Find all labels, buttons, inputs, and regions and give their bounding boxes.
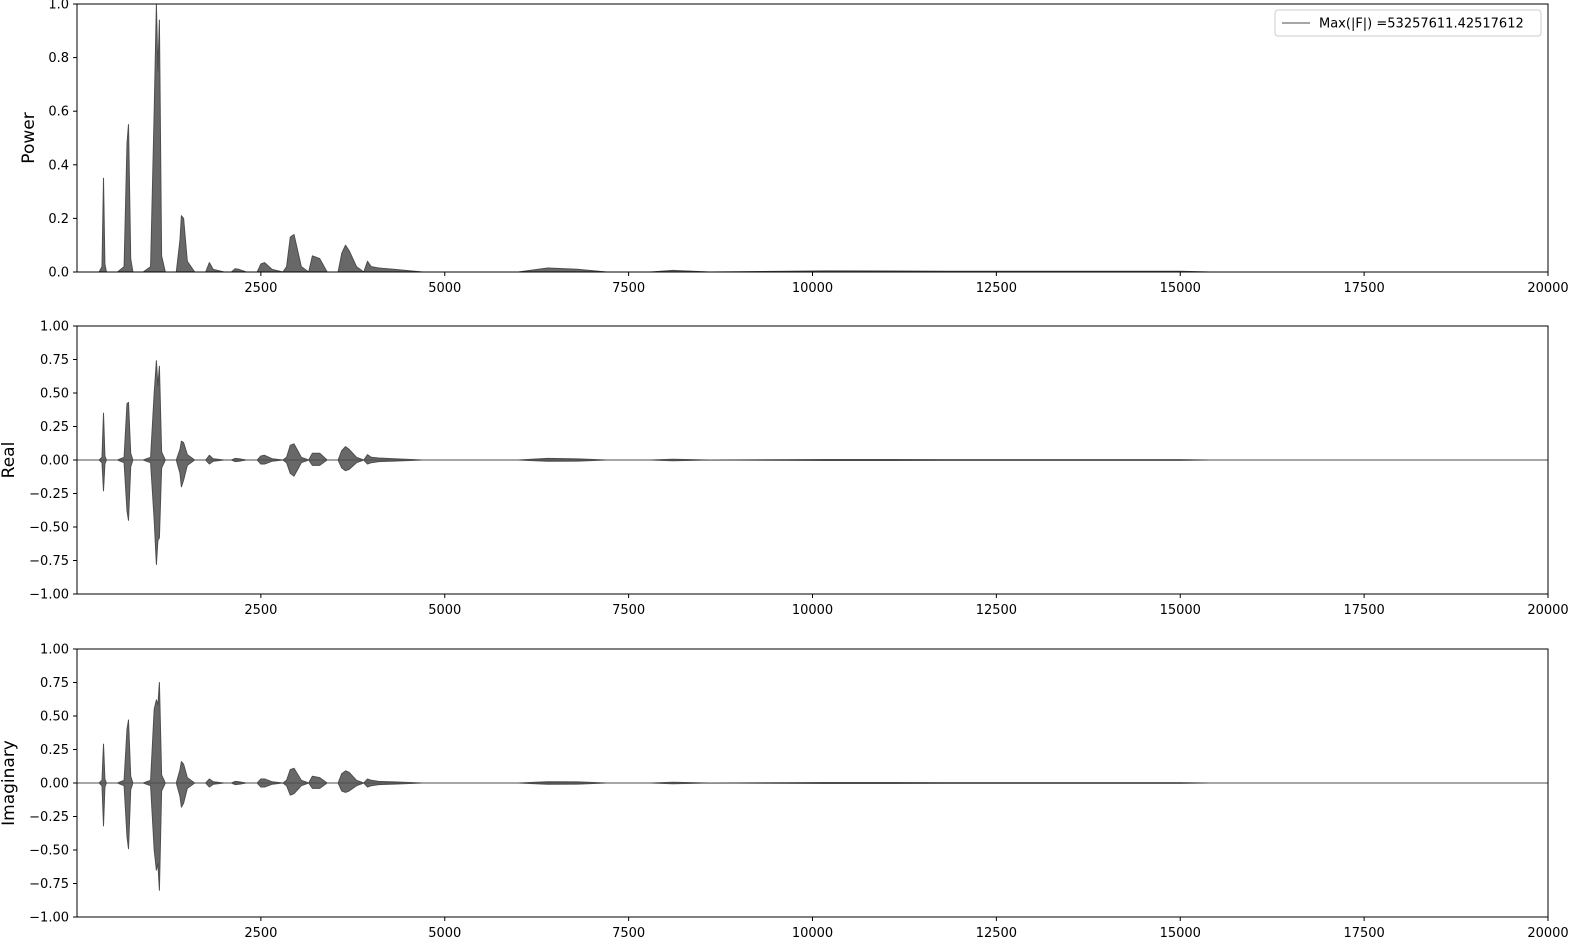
x-tick-label: 20000	[1527, 603, 1568, 618]
y-axis-label: Power	[19, 112, 39, 163]
y-tick-label: 0.4	[48, 158, 69, 173]
y-tick-label: 0.75	[40, 676, 69, 691]
x-tick-label: 7500	[612, 926, 645, 941]
x-tick-label: 5000	[428, 281, 461, 296]
y-tick-label: 0.25	[40, 420, 69, 435]
x-tick-label: 7500	[612, 603, 645, 618]
x-tick-label: 12500	[976, 281, 1017, 296]
y-tick-label: −1.00	[29, 911, 69, 926]
power-panel: 2500 5000 7500 10000 12500 15000 17500 20000 0.0…	[19, 0, 1569, 296]
y-tick-label: 0.50	[40, 710, 69, 725]
y-tick-label: 0.25	[40, 743, 69, 758]
x-tick-label: 2500	[244, 926, 277, 941]
x-tick-label: 17500	[1343, 926, 1384, 941]
x-tick-label: 10000	[792, 603, 833, 618]
y-tick-label: 1.00	[40, 320, 69, 335]
x-tick-label: 12500	[976, 926, 1017, 941]
x-tick-label: 2500	[244, 281, 277, 296]
x-tick-label: 15000	[1160, 926, 1201, 941]
y-tick-label: −0.25	[29, 487, 69, 502]
x-tick-label: 2500	[244, 603, 277, 618]
imaginary-panel: 2500 5000 7500 10000 12500 15000 17500 20000 −1.…	[0, 643, 1569, 942]
x-tick-label: 20000	[1527, 926, 1568, 941]
legend-label: Max(|F|) =53257611.42517612	[1319, 17, 1524, 32]
x-tick-label: 5000	[428, 603, 461, 618]
x-tick-label: 5000	[428, 926, 461, 941]
y-tick-label: 0.8	[48, 51, 69, 66]
y-tick-label: 0.00	[40, 454, 69, 469]
y-tick-label: 0.75	[40, 353, 69, 368]
x-tick-label: 20000	[1527, 281, 1568, 296]
x-tick-label: 15000	[1160, 281, 1201, 296]
legend-box	[1274, 9, 1542, 37]
x-tick-label: 10000	[792, 281, 833, 296]
y-tick-label: 0.50	[40, 387, 69, 402]
y-axis-label: Real	[0, 442, 19, 479]
y-tick-label: −1.00	[29, 588, 69, 603]
real-panel: 2500 5000 7500 10000 12500 15000 17500 20000 −1.…	[0, 320, 1569, 619]
y-tick-label: 0.00	[40, 777, 69, 792]
y-tick-label: 0.6	[48, 105, 69, 120]
y-tick-label: −0.50	[29, 844, 69, 859]
x-tick-label: 17500	[1343, 281, 1384, 296]
x-tick-label: 7500	[612, 281, 645, 296]
y-tick-label: −0.25	[29, 810, 69, 825]
y-tick-label: 0.2	[48, 212, 69, 227]
x-tick-label: 12500	[976, 603, 1017, 618]
x-tick-label: 15000	[1160, 603, 1201, 618]
y-tick-label: 0.0	[48, 266, 69, 281]
y-tick-label: 1.00	[40, 643, 69, 658]
y-tick-label: −0.50	[29, 521, 69, 536]
y-axis-label: Imaginary	[0, 740, 19, 826]
y-tick-label: −0.75	[29, 877, 69, 892]
legend: Max(|F|) =53257611.42517612	[1274, 9, 1542, 37]
x-tick-label: 10000	[792, 926, 833, 941]
y-tick-label: −0.75	[29, 554, 69, 569]
x-tick-label: 17500	[1343, 603, 1384, 618]
y-tick-label: 1.0	[48, 0, 69, 13]
